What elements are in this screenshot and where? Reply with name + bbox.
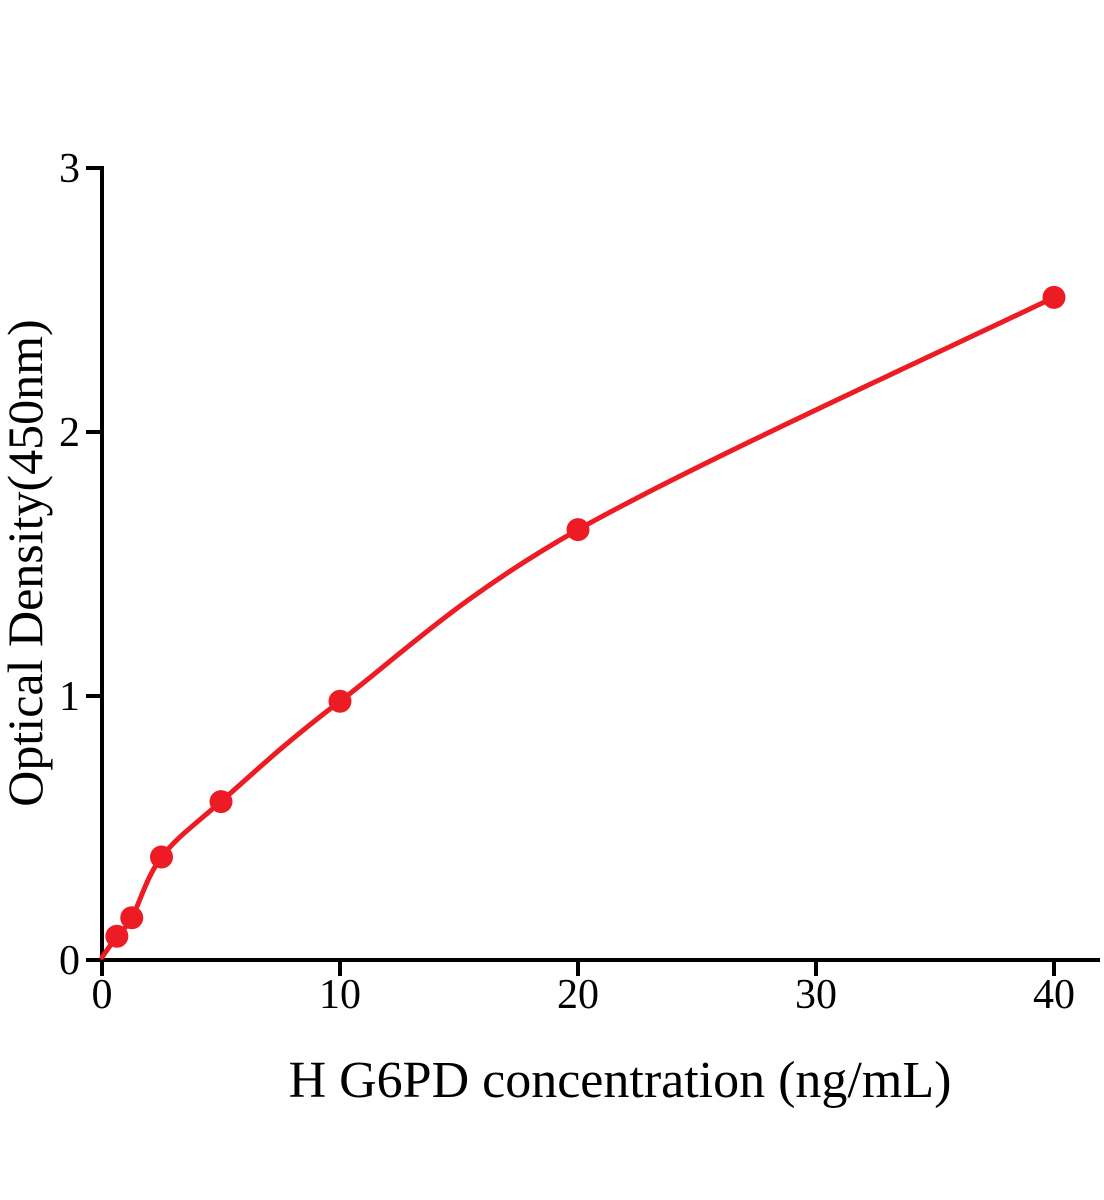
x-tick-label: 10 [319,972,361,1018]
axes-layer: 0 10 20 30 40 0 1 2 3 [59,146,1100,1018]
y-tick-label: 2 [59,410,80,456]
fit-curve [99,294,1057,960]
plot-layer [99,285,1066,960]
x-tick-label: 20 [557,972,599,1018]
data-point [566,518,590,542]
y-tick-label: 3 [59,146,80,192]
data-point [209,790,233,814]
data-point [120,906,144,930]
data-point [150,845,173,869]
data-point [1042,285,1066,309]
data-point [105,924,129,948]
y-tick-label: 0 [59,938,80,984]
x-tick-label: 30 [795,972,837,1018]
y-axis-title: Optical Density(450nm) [0,319,53,806]
x-tick-label: 40 [1033,972,1075,1018]
data-point [328,689,352,713]
x-tick-label: 0 [92,972,113,1018]
y-tick-label: 1 [59,674,80,720]
x-axis-title: H G6PD concentration (ng/mL) [289,1052,952,1109]
